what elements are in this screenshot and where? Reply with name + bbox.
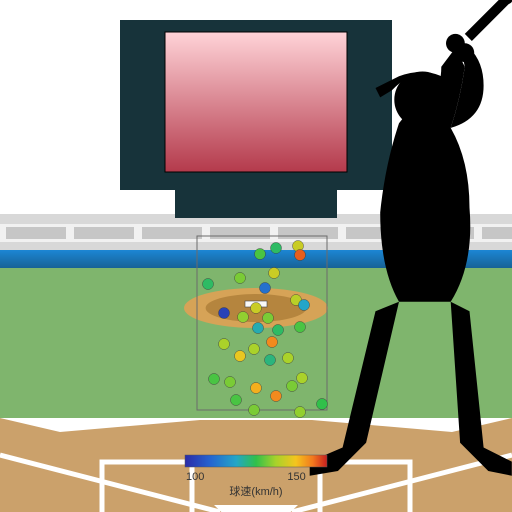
pitch-marker (249, 344, 260, 355)
pitch-marker (260, 283, 271, 294)
pitch-marker (269, 268, 280, 279)
pitch-marker (271, 243, 282, 254)
pitch-marker (231, 395, 242, 406)
pitch-marker (271, 391, 282, 402)
pitch-marker (263, 313, 274, 324)
pitch-marker (235, 351, 246, 362)
pitch-marker (209, 374, 220, 385)
pitch-marker (235, 273, 246, 284)
pitch-marker (299, 300, 310, 311)
pitch-marker (265, 355, 276, 366)
pitch-marker (251, 303, 262, 314)
pitch-location-chart: 100 150 球速(km/h) (0, 0, 512, 512)
pitch-marker (219, 339, 230, 350)
stand-section (74, 227, 134, 239)
colorbar-label: 球速(km/h) (229, 484, 282, 498)
scoreboard-neck (175, 190, 337, 218)
stand-section (6, 227, 66, 239)
pitch-marker (295, 250, 306, 261)
scoreboard-panel (165, 32, 347, 172)
stand-section (482, 227, 512, 239)
pitch-marker (295, 322, 306, 333)
pitch-marker (225, 377, 236, 388)
pitch-marker (219, 308, 230, 319)
stand-section (142, 227, 202, 239)
pitch-marker (287, 381, 298, 392)
colorbar-tick: 100 (186, 471, 204, 483)
pitch-marker (203, 279, 214, 290)
colorbar-gradient (185, 455, 327, 467)
stand-section (210, 227, 270, 239)
pitch-marker (251, 383, 262, 394)
stand-section (278, 227, 338, 239)
pitch-marker (273, 325, 284, 336)
pitch-marker (295, 407, 306, 418)
pitch-marker (255, 249, 266, 260)
pitch-marker (317, 399, 328, 410)
pitch-marker (238, 312, 249, 323)
colorbar-tick: 150 (287, 471, 305, 483)
pitch-marker (253, 323, 264, 334)
pitch-marker (283, 353, 294, 364)
pitch-marker (267, 337, 278, 348)
pitch-marker (297, 373, 308, 384)
home-plate (214, 505, 298, 512)
pitch-marker (249, 405, 260, 416)
